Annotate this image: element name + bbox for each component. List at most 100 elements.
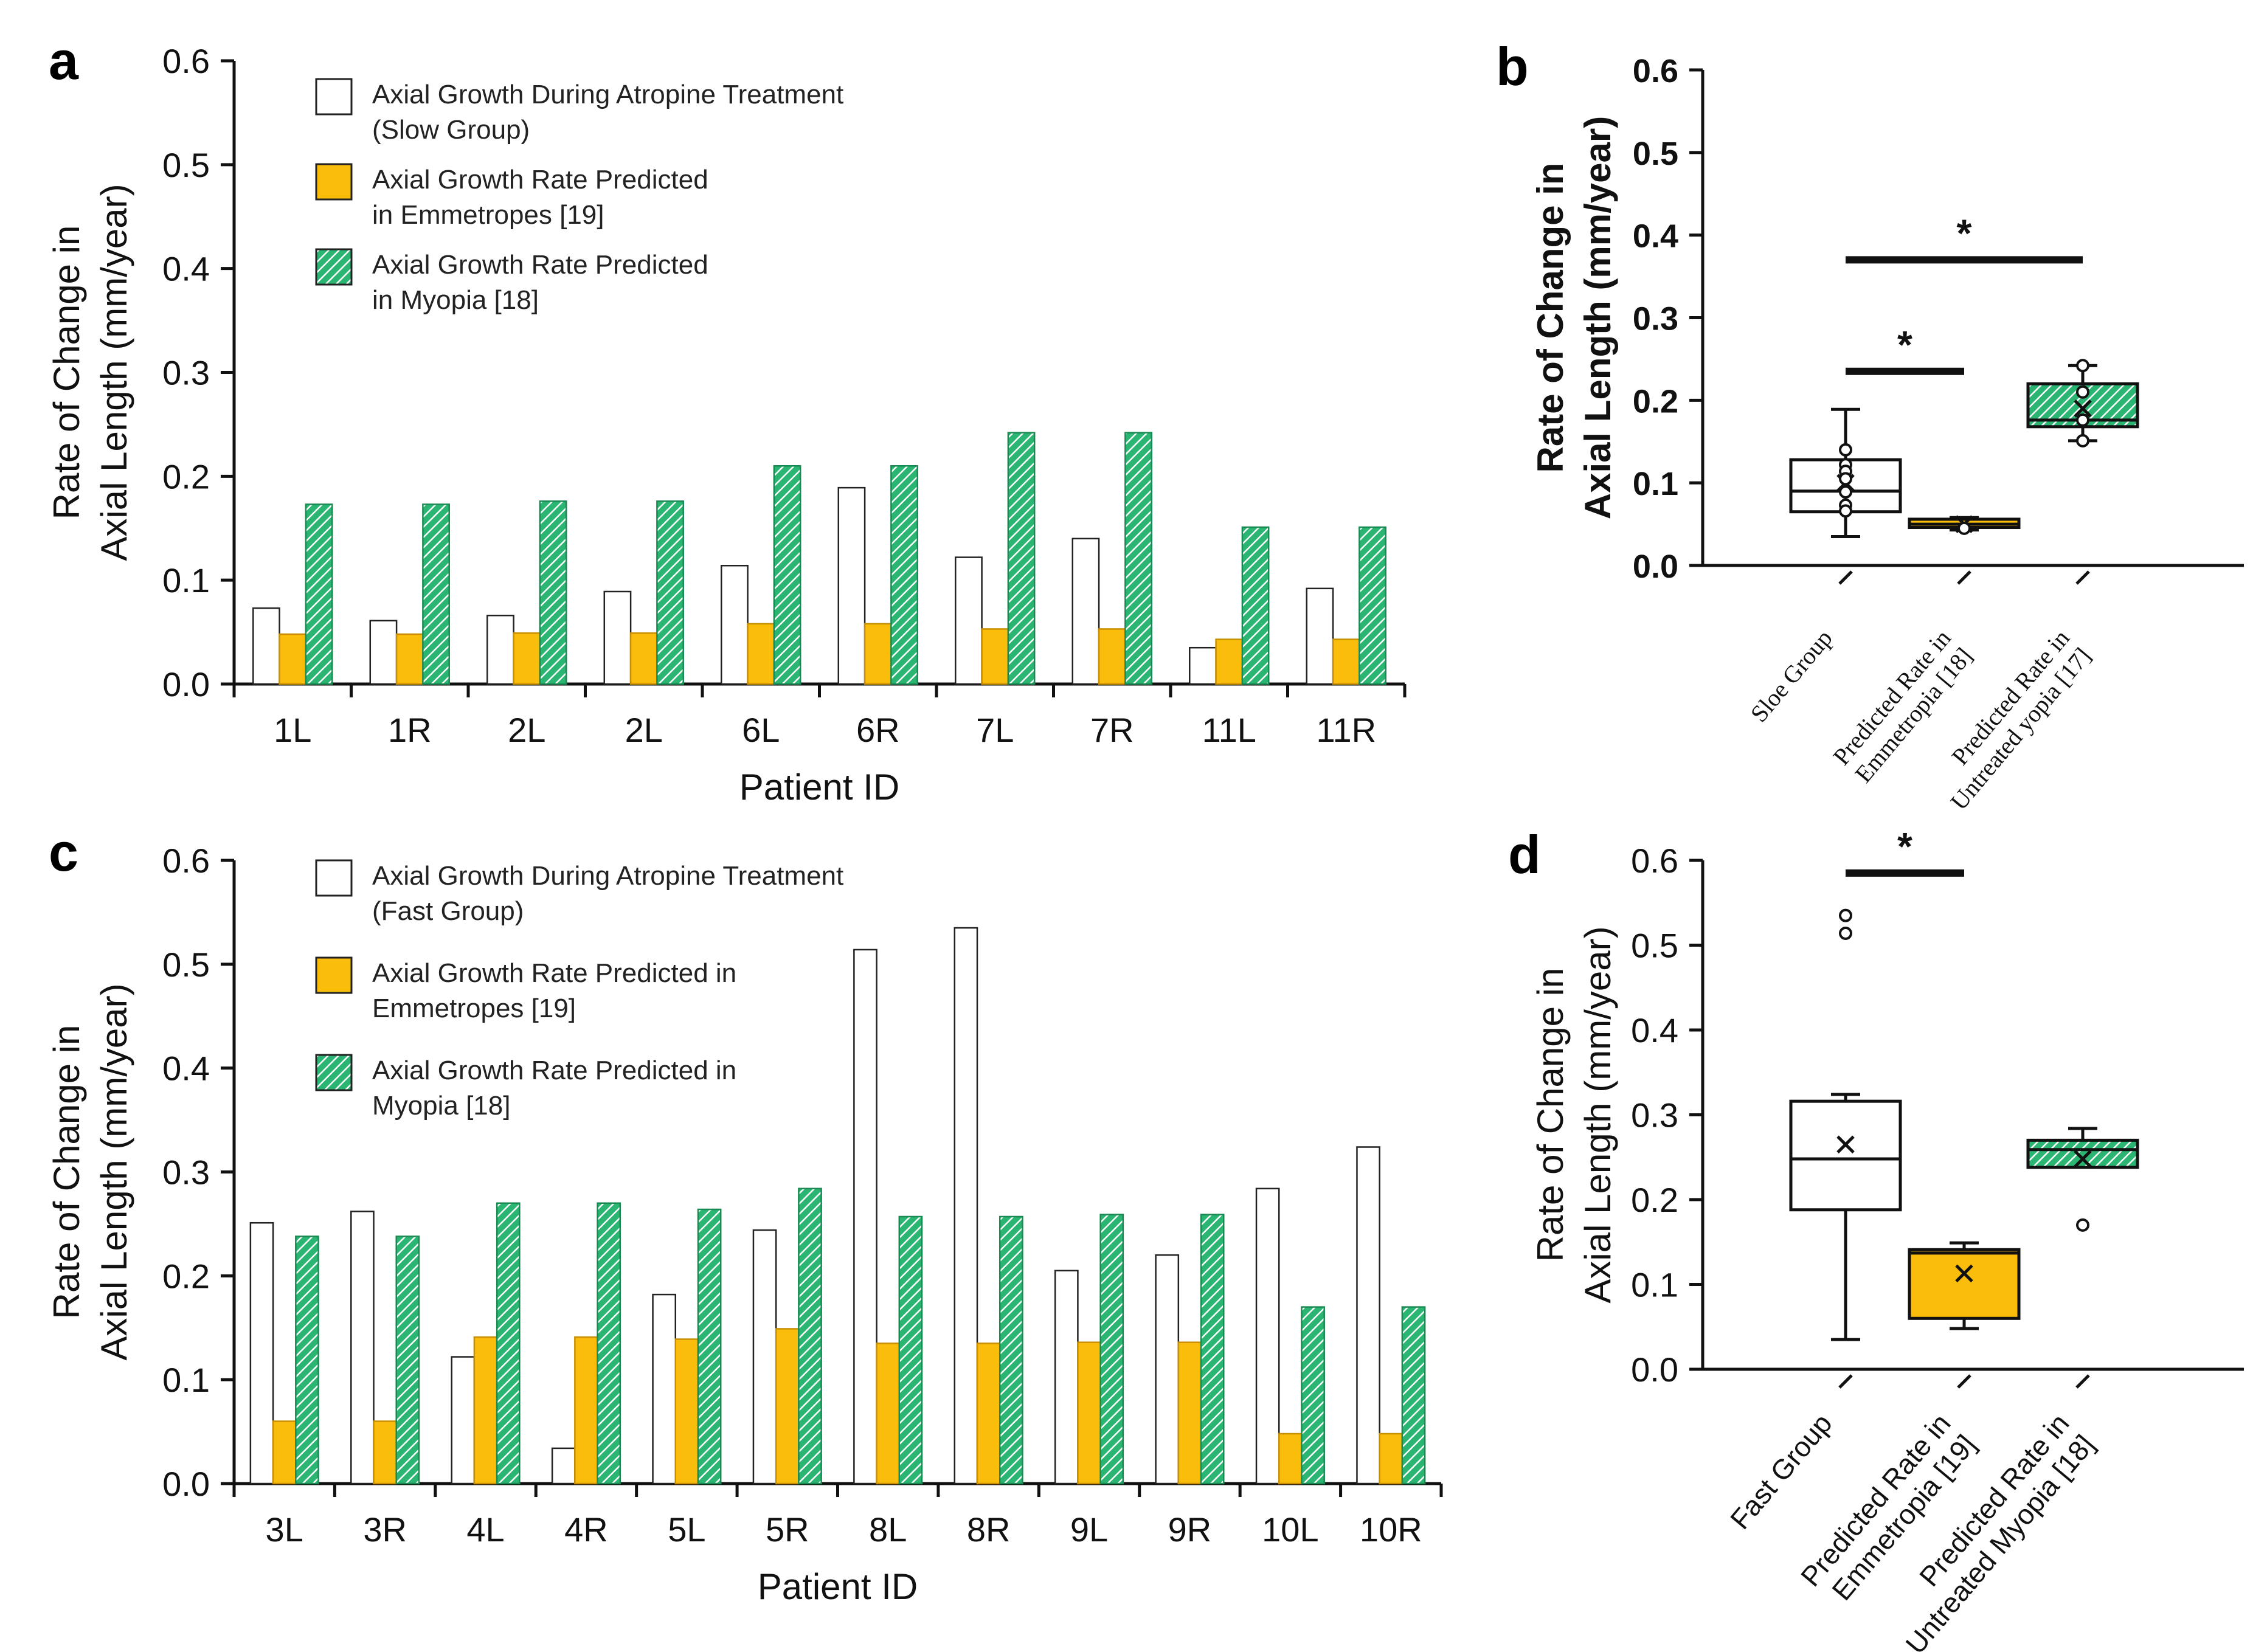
x-tick-label: 8R <box>967 1510 1011 1549</box>
x-tick-mark <box>1838 570 1853 585</box>
y-tick-label: 0.0 <box>1633 548 1678 585</box>
y-tick-label: 0.3 <box>162 1153 210 1192</box>
x-category-line1: Sloe Group <box>1745 624 1838 727</box>
legend-swatch-myopia <box>315 248 353 286</box>
legend-label-line1: Axial Growth During Atropine Treatment <box>372 861 843 891</box>
bar-myopia <box>773 465 801 685</box>
x-tick-label: 10L <box>1262 1510 1318 1549</box>
x-tick-label: 7L <box>976 711 1014 749</box>
bar-treatment <box>1155 1254 1180 1485</box>
y-axis-title-line2: Axial Length (mm/year) <box>1577 116 1618 520</box>
bar-treatment <box>603 590 632 685</box>
y-tick-label: 0.2 <box>162 457 210 496</box>
mean-marker <box>1955 1264 1973 1283</box>
y-tick-label: 0.1 <box>162 1361 210 1399</box>
bar-treatment <box>1189 646 1217 685</box>
bar-myopia <box>798 1187 822 1485</box>
x-tick-mark <box>1957 570 1971 585</box>
bar-treatment <box>252 607 280 685</box>
legend-label-line1: Axial Growth Rate Predicted <box>372 165 708 195</box>
data-point <box>1957 521 1971 535</box>
x-category-line1: Fast Group <box>1724 1408 1838 1535</box>
bar-treatment <box>837 486 866 685</box>
x-tick-label: 6L <box>742 711 780 749</box>
x-tick-label: 5L <box>668 1510 705 1549</box>
bar-emmetropia <box>1379 1433 1403 1485</box>
mean-marker <box>2074 399 2092 418</box>
bar-treatment <box>955 556 983 685</box>
x-tick-label: 11R <box>1316 711 1376 749</box>
bar-emmetropia <box>981 628 1009 685</box>
y-tick-label: 0.2 <box>162 1257 210 1295</box>
y-tick-label: 0.0 <box>162 665 210 703</box>
legend-label-line2: (Slow Group) <box>372 115 530 145</box>
bar-emmetropia <box>747 623 775 685</box>
box-emmetropia <box>1908 1248 2021 1320</box>
legend-label-line1: Axial Growth During Atropine Treatment <box>372 80 843 109</box>
bar-treatment <box>551 1447 576 1485</box>
panel-label-a: a <box>49 30 79 91</box>
y-tick-label: 0.4 <box>162 1049 210 1088</box>
x-tick-label: 3R <box>363 1510 407 1549</box>
y-tick-label: 0.6 <box>162 42 210 80</box>
y-tick-label: 0.1 <box>162 561 210 600</box>
bar-myopia <box>1241 526 1270 685</box>
y-axis-title-line2: Axial Length (mm/year) <box>94 983 134 1360</box>
x-tick-label: 3L <box>266 1510 303 1549</box>
y-axis-title-line1: Rate of Change in <box>46 226 87 520</box>
box-treatment <box>1789 1099 1902 1212</box>
significance-marker: * <box>1957 211 1972 255</box>
bar-emmetropia <box>272 1420 297 1485</box>
panel-label-c: c <box>49 822 78 882</box>
significance-marker: * <box>1897 824 1912 868</box>
legend-swatch-myopia <box>315 1054 353 1091</box>
x-tick-label: 8L <box>869 1510 907 1549</box>
bar-treatment <box>853 949 877 1485</box>
bar-emmetropia <box>373 1420 397 1485</box>
bar-treatment <box>652 1293 677 1485</box>
y-tick-label: 0.4 <box>1633 218 1678 255</box>
y-axis-title-line2: Axial Length (mm/year) <box>94 184 134 561</box>
bar-emmetropia <box>395 633 424 685</box>
bar-treatment <box>1306 587 1334 685</box>
panel-label-b: b <box>1496 36 1529 97</box>
bar-myopia <box>1007 432 1036 685</box>
bar-treatment <box>721 565 749 685</box>
y-tick-label: 0.6 <box>1631 842 1678 880</box>
significance-marker: * <box>1897 323 1912 367</box>
data-point <box>1839 472 1852 486</box>
legend-label-line1: Axial Growth Rate Predicted <box>372 250 708 280</box>
x-tick-mark <box>1957 1374 1971 1389</box>
x-tick-label: 6R <box>856 711 900 749</box>
x-tick-label: 1L <box>274 711 311 749</box>
x-tick-label: 11L <box>1202 711 1256 749</box>
bar-treatment <box>1054 1270 1079 1485</box>
y-tick-label: 0.0 <box>1631 1350 1678 1389</box>
bar-emmetropia <box>976 1343 1001 1485</box>
x-tick-mark <box>2075 570 2090 585</box>
y-tick-label: 0.1 <box>1633 466 1678 502</box>
bar-treatment <box>954 927 978 1485</box>
data-point <box>2076 413 2089 427</box>
legend-label-line2: in Emmetropes [19] <box>372 200 604 230</box>
data-point <box>2076 385 2089 399</box>
y-tick-label: 0.4 <box>162 250 210 288</box>
data-point <box>2076 1218 2089 1232</box>
x-tick-label: 4L <box>466 1510 504 1549</box>
legend-label-line1: Axial Growth Rate Predicted in <box>372 958 736 988</box>
bar-treatment <box>1356 1146 1380 1485</box>
y-tick-label: 0.5 <box>162 146 210 184</box>
bar-myopia <box>656 500 684 685</box>
bar-emmetropia <box>513 632 541 685</box>
bar-emmetropia <box>279 633 307 685</box>
x-axis-title: Patient ID <box>758 1566 918 1607</box>
x-tick-label: 9R <box>1168 1510 1212 1549</box>
x-axis-title: Patient ID <box>739 767 899 807</box>
bar-treatment <box>350 1211 375 1485</box>
bar-myopia <box>305 503 333 685</box>
x-tick-label: 1R <box>388 711 432 749</box>
